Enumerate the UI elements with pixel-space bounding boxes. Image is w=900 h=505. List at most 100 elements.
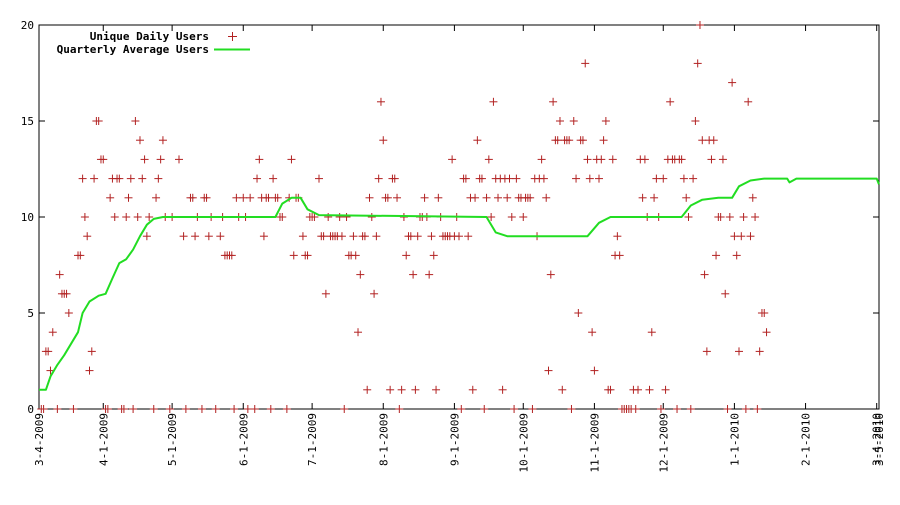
data-point: [753, 405, 762, 413]
data-point: [253, 174, 262, 183]
data-point: [126, 174, 135, 183]
data-point: [760, 309, 769, 317]
legend-marker-daily-users: [228, 32, 237, 41]
data-point: [342, 213, 351, 221]
data-point: [321, 289, 330, 298]
data-point: [707, 155, 716, 164]
data-point: [402, 251, 411, 260]
data-point: [574, 309, 583, 317]
data-point: [156, 155, 165, 164]
data-point: [746, 232, 755, 241]
x-tick-label: 9-1-2009: [448, 413, 461, 466]
data-point: [239, 193, 248, 202]
y-tick-label: 0: [27, 403, 34, 416]
data-point: [567, 405, 576, 413]
data-point: [482, 193, 491, 202]
y-axis: 0 5 10 15 20: [21, 19, 879, 416]
data-point: [432, 385, 441, 394]
data-point: [477, 174, 486, 183]
x-tick-label: 7-1-2009: [306, 413, 319, 466]
data-point: [365, 193, 374, 202]
data-point: [555, 117, 564, 125]
data-point: [434, 193, 443, 202]
data-point: [298, 232, 307, 241]
x-tick-label: 12-1-2009: [657, 413, 670, 473]
x-tick-label: 10-1-2009: [517, 413, 530, 473]
data-point: [544, 366, 553, 375]
data-point: [315, 174, 323, 183]
data-point: [204, 232, 213, 241]
data-point: [188, 193, 197, 202]
data-point: [565, 136, 574, 145]
data-point: [689, 174, 698, 183]
data-point: [349, 232, 358, 241]
data-point: [583, 155, 592, 164]
data-point: [269, 174, 278, 183]
data-point: [356, 270, 365, 279]
data-point: [122, 213, 131, 221]
data-point: [457, 405, 466, 413]
data-point: [473, 136, 482, 145]
data-point: [287, 155, 296, 164]
data-point: [158, 136, 167, 145]
data-point: [406, 232, 415, 241]
data-point: [154, 174, 163, 183]
data-point: [395, 405, 404, 413]
data-point: [266, 405, 275, 413]
data-point: [645, 385, 654, 394]
data-point: [677, 155, 686, 164]
data-point: [129, 405, 138, 413]
data-point: [748, 193, 757, 202]
data-point: [507, 213, 516, 221]
data-point: [211, 405, 220, 413]
data-point: [718, 155, 727, 164]
data-point: [656, 405, 665, 413]
data-point: [755, 347, 764, 356]
data-point: [149, 405, 158, 413]
data-point: [152, 193, 161, 202]
data-point: [581, 59, 590, 68]
data-point: [44, 347, 53, 356]
data-point: [138, 174, 147, 183]
legend-label-daily-users: Unique Daily Users: [90, 30, 209, 43]
data-point: [179, 232, 188, 241]
data-point: [464, 232, 473, 241]
data-point: [666, 97, 675, 106]
data-point: [510, 405, 519, 413]
y-tick-label: 5: [27, 307, 34, 320]
data-point: [650, 193, 659, 202]
data-point: [631, 405, 640, 413]
data-point: [351, 251, 360, 260]
data-point: [613, 232, 622, 241]
data-point: [588, 328, 597, 337]
x-tick-label: 2-1-2010: [800, 413, 813, 466]
data-point: [372, 232, 381, 241]
data-point: [374, 174, 383, 183]
data-point: [686, 405, 695, 413]
data-point: [289, 251, 298, 260]
data-point: [413, 232, 422, 241]
data-point: [553, 136, 562, 145]
quarterly-average-series: [39, 177, 880, 391]
data-point: [599, 136, 608, 145]
data-point: [709, 136, 718, 145]
data-point: [503, 193, 512, 202]
data-point: [597, 155, 606, 164]
data-point: [735, 347, 743, 356]
data-point: [721, 289, 730, 298]
data-point: [730, 232, 739, 241]
data-point: [728, 78, 737, 87]
data-point: [250, 405, 259, 413]
data-point: [484, 155, 493, 164]
data-point: [103, 405, 112, 413]
data-point: [744, 97, 753, 106]
data-point: [427, 232, 436, 241]
data-point: [363, 385, 372, 394]
data-point: [494, 193, 503, 202]
data-point: [383, 193, 392, 202]
data-point: [39, 405, 48, 413]
daily-users-series: [37, 21, 771, 413]
x-tick-label: 1-1-2010: [728, 413, 741, 466]
data-point: [370, 289, 379, 298]
